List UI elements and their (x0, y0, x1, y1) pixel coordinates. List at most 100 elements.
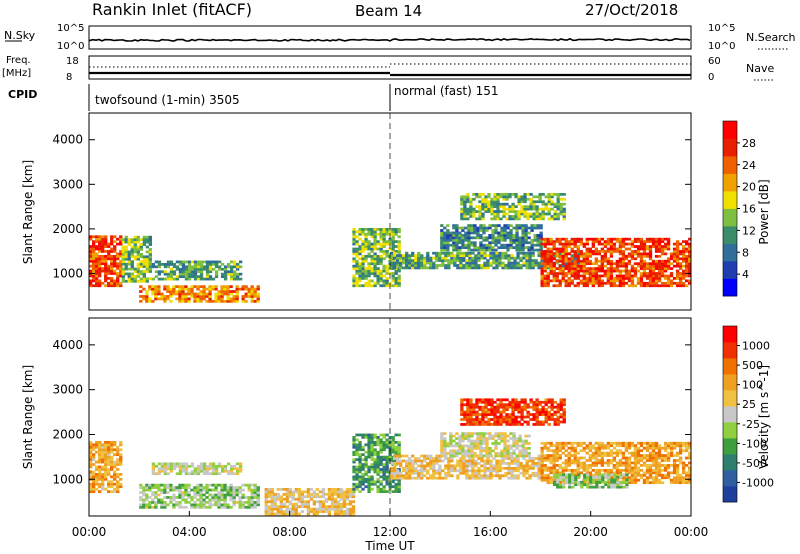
heatmap-cell (523, 405, 527, 409)
heatmap-cell (553, 193, 557, 196)
heatmap-cell (511, 217, 515, 221)
heatmap-cell (358, 458, 362, 461)
heatmap-cell (517, 423, 521, 426)
heatmap-cell (468, 261, 472, 265)
heatmap-cell (367, 448, 371, 452)
heatmap-cell (678, 274, 683, 278)
heatmap-cell (107, 277, 111, 280)
heatmap-cell (440, 234, 444, 237)
heatmap-cell (651, 237, 656, 241)
heatmap-cell (300, 510, 305, 513)
heatmap-cell (264, 488, 268, 491)
heatmap-cell (491, 231, 495, 235)
heatmap-cell (405, 471, 409, 475)
heatmap-cell (452, 439, 456, 443)
heatmap-cell (672, 250, 677, 253)
heatmap-cell (244, 505, 248, 509)
heatmap-cell (376, 272, 380, 275)
heatmap-cell (543, 459, 547, 462)
heatmap-cell (145, 505, 149, 509)
heatmap-cell (460, 202, 464, 206)
heatmap-cell (532, 195, 536, 199)
heatmap-cell (582, 245, 586, 248)
heatmap-cell (533, 248, 537, 252)
heatmap-cell (321, 510, 326, 513)
heatmap-cell (175, 292, 179, 296)
heatmap-cell (493, 400, 497, 404)
heatmap-cell (516, 251, 520, 255)
heatmap-cell (205, 488, 209, 492)
heatmap-cell (687, 237, 691, 241)
heatmap-cell (594, 262, 598, 266)
heatmap-cell (157, 493, 161, 497)
heatmap-cell (318, 505, 323, 509)
heatmap-cell (558, 279, 562, 283)
heatmap-cell (639, 245, 644, 248)
heatmap-cell (145, 260, 149, 264)
heatmap-cell (493, 202, 497, 206)
heatmap-cell (460, 210, 464, 213)
heatmap-cell (411, 454, 415, 458)
heatmap-cell (627, 237, 632, 241)
heatmap-cell (570, 281, 574, 285)
heatmap-cell (223, 493, 227, 497)
heatmap-cell (518, 434, 522, 438)
heatmap-cell (373, 480, 377, 484)
heatmap-cell (367, 252, 371, 256)
heatmap-cell (456, 266, 460, 270)
heatmap-cell (133, 275, 137, 278)
heatmap-cell (244, 287, 248, 291)
heatmap-cell (460, 207, 464, 211)
heatmap-cell (394, 487, 398, 491)
heatmap-cell (469, 413, 473, 416)
heatmap-cell (104, 475, 108, 479)
heatmap-cell (110, 485, 114, 489)
heatmap-cell (501, 466, 505, 470)
cpid-mode-1: twofsound (1-min) 3505 (95, 93, 240, 107)
heatmap-cell (397, 433, 401, 437)
heatmap-cell (627, 279, 632, 283)
heatmap-cell (449, 451, 453, 455)
heatmap-cell (136, 275, 140, 278)
heatmap-cell (576, 269, 580, 273)
heatmap-cell (469, 212, 473, 216)
heatmap-cell (499, 400, 503, 404)
heatmap-cell (199, 503, 203, 507)
heatmap-cell (397, 269, 401, 273)
heatmap-cell (556, 418, 560, 421)
heatmap-cell (687, 269, 691, 273)
heatmap-cell (205, 267, 210, 271)
heatmap-cell (193, 265, 198, 269)
heatmap-cell (163, 262, 168, 266)
heatmap-cell (315, 507, 320, 511)
heatmap-cell (355, 465, 359, 469)
heatmap-cell (166, 287, 170, 291)
heatmap-cell (217, 290, 221, 293)
heatmap-cell (397, 445, 401, 449)
heatmap-cell (612, 284, 617, 288)
heatmap-cell (119, 453, 123, 457)
heatmap-cell (333, 492, 338, 496)
heatmap-cell (621, 245, 626, 248)
heatmap-cell (148, 488, 152, 492)
heatmap-cell (420, 471, 424, 475)
heatmap-cell (196, 265, 201, 269)
heatmap-cell (480, 254, 484, 258)
heatmap-cell (588, 281, 592, 285)
heatmap-cell (104, 463, 108, 466)
heatmap-cell (621, 250, 626, 253)
heatmap-cell (506, 451, 510, 455)
heatmap-cell (556, 423, 560, 426)
heatmap-cell (127, 262, 131, 266)
heatmap-cell (499, 210, 503, 213)
heatmap-cell (494, 238, 498, 242)
heatmap-cell (576, 464, 580, 467)
heatmap-cell (98, 272, 102, 275)
heatmap-cell (361, 250, 365, 253)
heatmap-cell (435, 454, 439, 458)
heatmap-cell (624, 277, 629, 280)
heatmap-cell (312, 492, 317, 496)
heatmap-cell (148, 496, 152, 499)
heatmap-cell (630, 250, 635, 253)
heatmap-cell (520, 410, 524, 414)
